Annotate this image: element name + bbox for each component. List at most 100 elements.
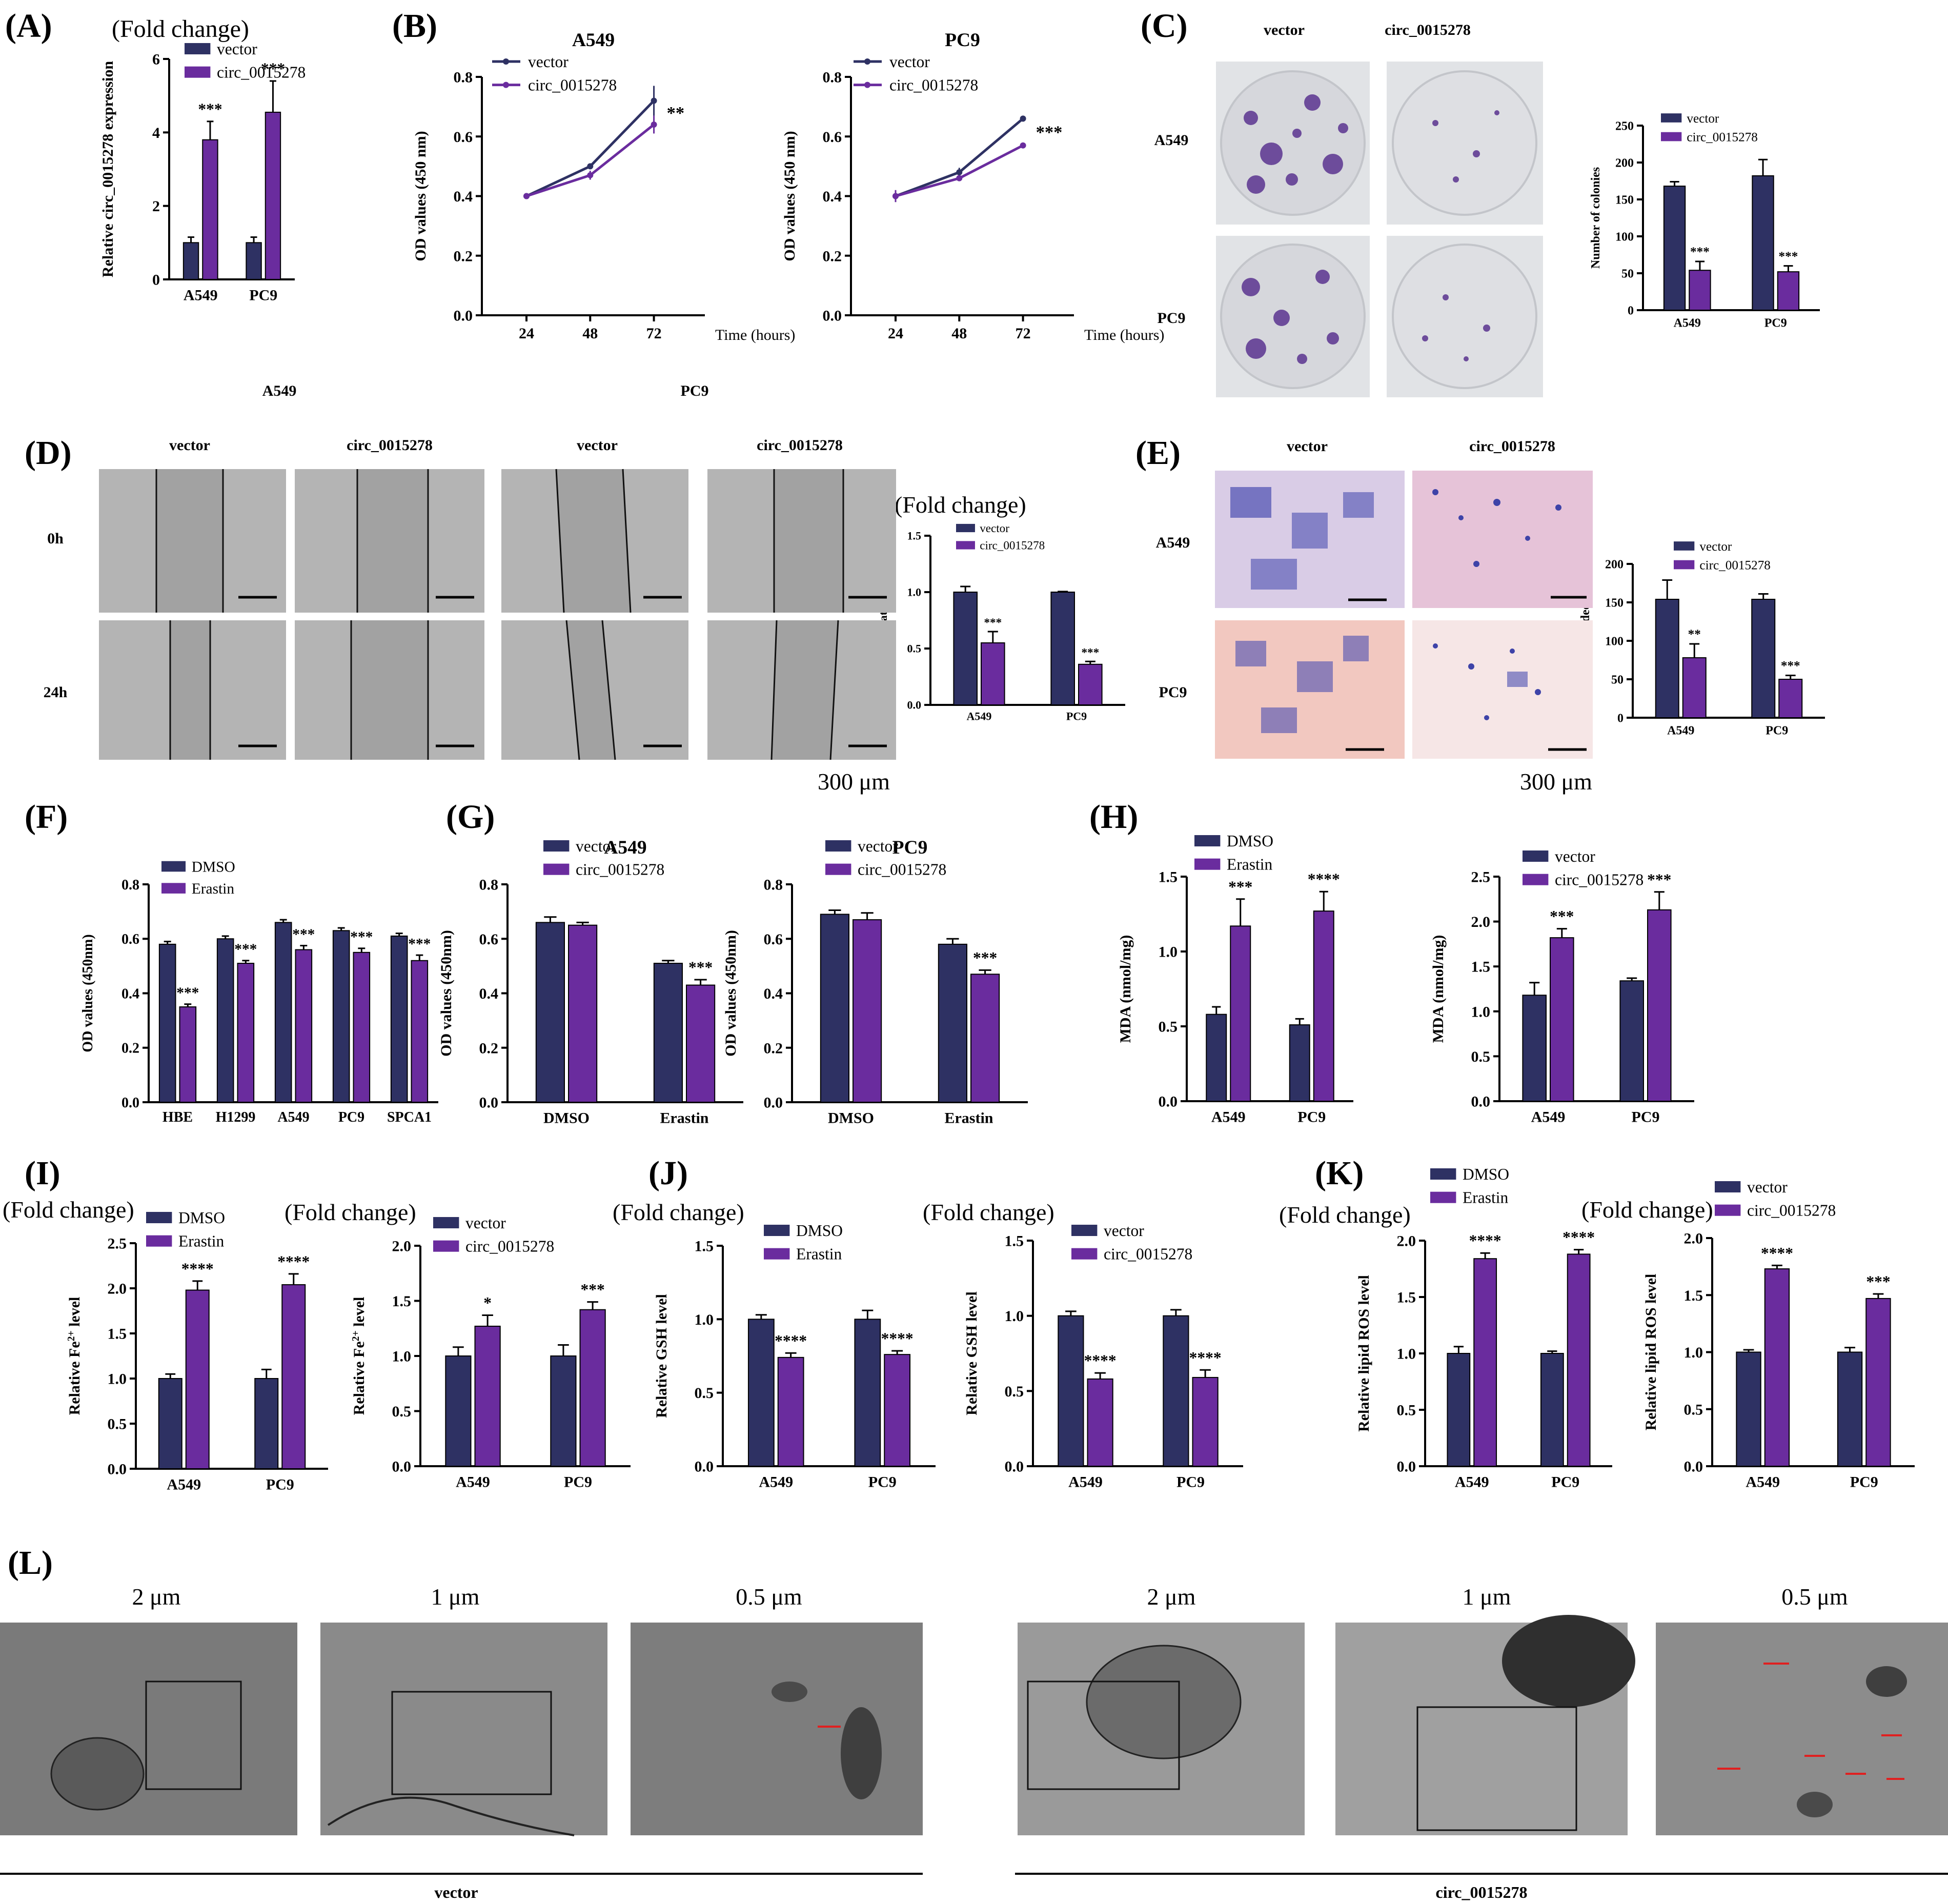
y-axis-label: OD values (450nm): [438, 930, 455, 1057]
bar: [747, 1319, 775, 1467]
x-tick-label: PC9: [338, 1109, 364, 1125]
legend-label: DMSO: [192, 859, 235, 875]
x-tick-label: 24: [888, 325, 903, 342]
bar: [820, 914, 850, 1103]
y-tick-label: 0.0: [108, 1461, 127, 1478]
chart-od-erastin-a549: 0.0 0.2 0.4 0.6 0.8 OD values (450nm) A549 DMSO…: [438, 837, 743, 1127]
significance-label: ****: [1563, 1228, 1595, 1246]
bar: [1206, 1014, 1227, 1102]
y-tick-label: 0.4: [454, 188, 473, 205]
bar: [953, 592, 978, 705]
bar: [1655, 599, 1679, 718]
wound-header-circ-2: circ_0015278: [757, 437, 843, 454]
bar: [1663, 186, 1686, 311]
x-tick-label: PC9: [1632, 1109, 1660, 1126]
bar: [274, 922, 292, 1103]
x-tick-label: H1299: [216, 1109, 256, 1125]
legend-swatch: [1194, 858, 1221, 870]
data-point: [892, 193, 899, 199]
em-scale-1um-circ: 1 μm: [1463, 1584, 1511, 1610]
bar: [179, 1006, 197, 1103]
legend-swatch: [146, 1211, 172, 1224]
bar: [854, 1319, 881, 1467]
y-axis-label: OD values (450 nm): [781, 131, 798, 261]
y-tick-label: 1.5: [1471, 959, 1491, 976]
y-tick-label: 0.6: [454, 129, 473, 146]
panel-label-l: (L): [8, 1544, 53, 1582]
y-tick-label: 0.8: [479, 877, 499, 894]
legend-label: circ_0015278: [1687, 130, 1758, 144]
legend-swatch: [161, 883, 186, 894]
y-tick-label: 0.0: [1471, 1093, 1491, 1110]
x-tick-label: 72: [1016, 325, 1031, 342]
colony-row-a549: A549: [1154, 132, 1189, 149]
data-point: [651, 121, 657, 128]
bar: [158, 1378, 182, 1469]
y-tick-label: 1.0: [695, 1311, 714, 1328]
legend-label: circ_0015278: [576, 861, 664, 879]
panel-label-b: (B): [392, 7, 437, 45]
em-scale-05um-vector: 0.5 μm: [736, 1584, 802, 1610]
significance-label: ***: [1781, 659, 1800, 673]
y-tick-label: 0.4: [823, 188, 842, 205]
bar: [1522, 995, 1547, 1102]
colony-dish-grid: vector circ_0015278 A549 PC9: [1154, 22, 1543, 397]
bar: [1682, 657, 1707, 718]
significance-label: **: [1688, 627, 1701, 641]
transwell-grid: vector circ_0015278 A549 PC9 300 μm: [1156, 438, 1593, 795]
y-tick-label: 150: [1605, 596, 1624, 610]
bar: [281, 1284, 306, 1469]
x-tick-label: A549: [1455, 1474, 1489, 1491]
bar: [1777, 271, 1800, 311]
significance-label: ****: [1308, 870, 1340, 888]
y-tick-label: 0.5: [1159, 1019, 1178, 1036]
legend-label: vector: [1104, 1222, 1144, 1240]
y-axis-label: OD values (450 nm): [412, 131, 429, 261]
y-tick-label: 2.5: [1471, 869, 1491, 886]
legend-label: circ_0015278: [1747, 1202, 1836, 1220]
legend-swatch: [433, 1217, 459, 1229]
y-tick-label: 0: [1617, 712, 1624, 725]
significance-label: ****: [881, 1329, 914, 1347]
em-panel: 2 μm 1 μm 0.5 μm 2 μm 1 μm 0.5 μm vector: [0, 1584, 1948, 1901]
y-tick-label: 1.5: [1397, 1289, 1416, 1306]
bar: [938, 943, 968, 1103]
y-tick-label: 0.6: [764, 931, 783, 948]
bar: [653, 963, 683, 1103]
significance-label: *: [483, 1294, 492, 1312]
x-tick-label: DMSO: [543, 1110, 590, 1127]
legend-label: circ_0015278: [1699, 558, 1771, 572]
y-tick-label: 0.4: [764, 985, 783, 1002]
chart-title: PC9: [945, 30, 980, 51]
colony-row-pc9: PC9: [1158, 310, 1186, 327]
significance-label: ***: [1779, 250, 1798, 264]
significance-label: ***: [261, 60, 285, 78]
panel-label-e: (E): [1135, 434, 1181, 472]
bar: [390, 935, 408, 1103]
x-tick-label: A549: [759, 1474, 793, 1491]
bar: [1736, 1351, 1761, 1467]
significance-label: ****: [775, 1332, 807, 1350]
y-tick-label: 0.0: [392, 1459, 412, 1475]
legend-label: Erastin: [796, 1245, 842, 1263]
legend-label: circ_0015278: [1555, 871, 1643, 889]
x-tick-label: DMSO: [828, 1110, 874, 1127]
legend-swatch: [1661, 132, 1682, 141]
y-axis-label: Relative lipid ROS level: [1355, 1275, 1372, 1432]
bar: [474, 1325, 501, 1467]
bar: [216, 938, 234, 1103]
x-tick-label: 24: [519, 325, 534, 342]
bar: [579, 1309, 606, 1467]
bar: [550, 1355, 577, 1467]
legend-swatch: [825, 863, 851, 875]
chart-colonies: 0 50 100 150 200 250 Number of colonies *** A549…: [1589, 112, 1820, 330]
y-tick-label: 0: [152, 272, 160, 289]
y-tick-label: 0.8: [764, 877, 783, 894]
panel-label-g: (G): [446, 798, 495, 836]
x-tick-label: PC9: [564, 1474, 592, 1491]
bar: [1163, 1315, 1189, 1467]
bar: [202, 139, 218, 280]
y-tick-label: 1.5: [108, 1326, 127, 1343]
em-image-vector-1um: [320, 1623, 607, 1835]
data-point: [523, 193, 530, 199]
